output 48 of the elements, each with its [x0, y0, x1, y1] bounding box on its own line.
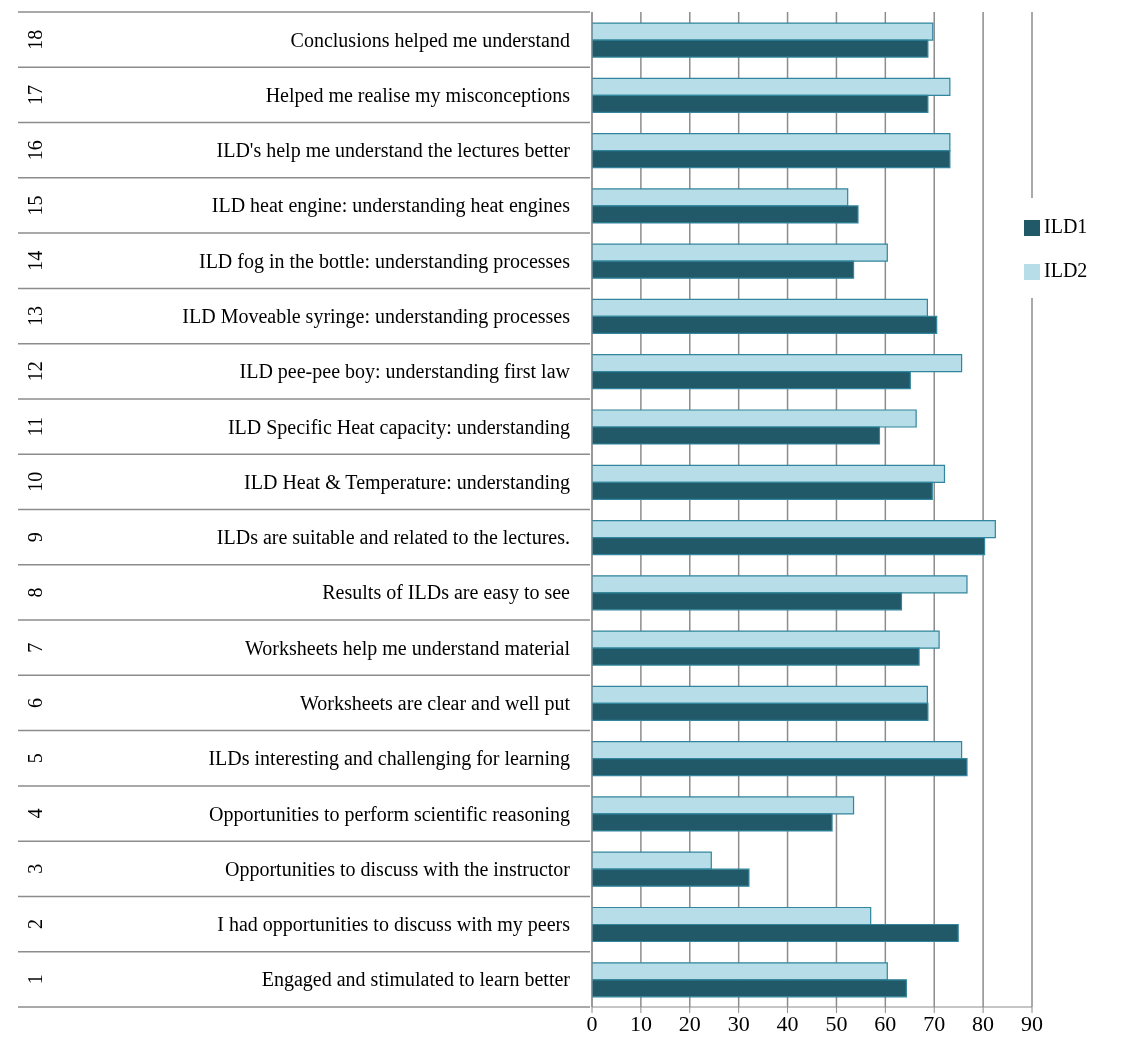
x-tick-label: 0: [586, 1010, 598, 1036]
y-tick-label: ILD's help me understand the lectures better: [216, 139, 571, 163]
y2-tick-label: 10: [24, 471, 46, 492]
y-tick-label: Worksheets are clear and well put: [300, 691, 571, 715]
y-tick-label: ILDs are suitable and related to the lectures.: [216, 526, 570, 549]
y2-tick-label: 18: [24, 29, 46, 50]
y-tick-label: ILD pee-pee boy: understanding first law: [239, 360, 571, 384]
y-tick-label: Helped me realise my misconceptions: [265, 83, 571, 107]
y2-tick-label: 6: [24, 697, 46, 708]
x-tick-label: 20: [678, 1010, 701, 1036]
y-tick-label: ILD Moveable syringe: understanding processes: [182, 305, 571, 329]
y2-tick-label: 9: [24, 532, 46, 543]
x-tick-label: 30: [727, 1010, 750, 1036]
y2-tick-label: 16: [24, 140, 46, 161]
x-tick-label: 40: [776, 1010, 799, 1036]
y-tick-label: Conclusions helped me understand: [290, 28, 570, 52]
y2-tick-label: 5: [24, 753, 46, 764]
legend-label: ILD1: [1044, 215, 1088, 237]
y-tick-label: ILD fog in the bottle: understanding processes: [198, 249, 571, 273]
x-tick-label: 80: [972, 1010, 995, 1036]
y-tick-label: Results of ILDs are easy to see: [322, 581, 571, 605]
x-tick-label: 10: [629, 1010, 652, 1036]
y2-tick-label: 12: [24, 361, 46, 382]
y2-tick-label: 7: [24, 642, 46, 653]
y2-tick-label: 1: [24, 974, 46, 985]
y-tick-label: I had opportunities to discuss with my peers: [217, 913, 571, 937]
x-tick-label: 60: [874, 1010, 897, 1036]
x-tick-label: 70: [923, 1010, 946, 1036]
y2-tick-label: 11: [24, 416, 46, 437]
y-tick-label: ILD Heat & Temperature: understanding: [244, 470, 570, 494]
y2-tick-label: 4: [24, 808, 46, 819]
y2-tick-label: 17: [24, 84, 46, 105]
y2-tick-label: 8: [24, 587, 46, 598]
legend-label: ILD2: [1044, 259, 1088, 281]
y2-tick-label: 3: [24, 863, 46, 874]
y2-tick-label: 2: [24, 919, 46, 930]
y-tick-label: Opportunities to discuss with the instructor: [225, 857, 571, 881]
x-tick-label: 50: [825, 1010, 848, 1036]
y-tick-label: ILDs interesting and challenging for learning: [208, 747, 570, 771]
y-tick-label: Engaged and stimulated to learn better: [261, 968, 571, 992]
y-tick-label: ILD Specific Heat capacity: understanding: [227, 415, 570, 439]
y2-tick-label: 15: [24, 195, 46, 216]
x-tick-label: 90: [1021, 1010, 1043, 1036]
y2-tick-label: 13: [24, 306, 46, 327]
y-tick-label: Worksheets help me understand material: [245, 636, 571, 660]
y2-tick-label: 14: [24, 250, 46, 271]
y-tick-label: ILD heat engine: understanding heat engines: [211, 194, 571, 218]
y-tick-label: Opportunities to perform scientific reasoning: [208, 802, 570, 826]
